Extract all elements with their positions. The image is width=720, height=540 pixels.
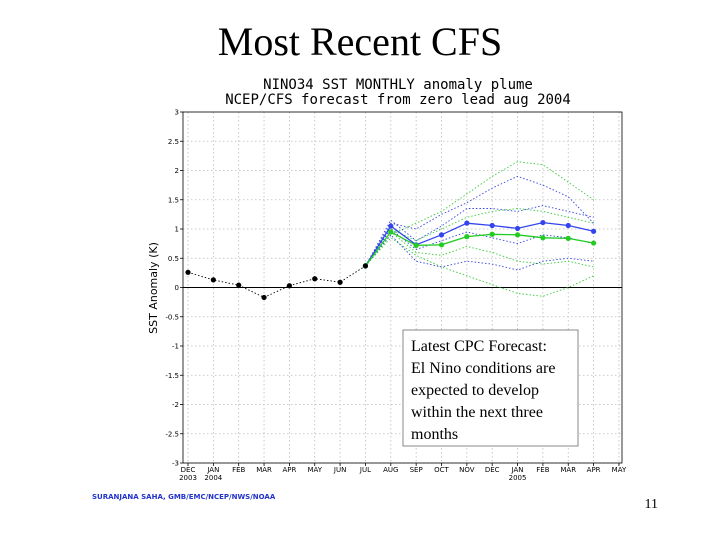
series-point <box>185 269 191 275</box>
series-point <box>565 222 571 229</box>
y-tick-label: 2.5 <box>168 138 179 146</box>
series-point <box>413 242 419 248</box>
series-point <box>210 277 216 283</box>
x-tick-year: 2004 <box>204 474 222 482</box>
series-point <box>489 222 495 229</box>
x-tick-label: OCT <box>434 466 449 474</box>
x-tick-label: APR <box>587 466 601 474</box>
annotation-line: Latest CPC Forecast: <box>411 338 547 355</box>
series-line <box>365 175 594 267</box>
series-line <box>365 205 594 267</box>
annotation-line: expected to develop <box>411 382 539 399</box>
x-tick-label: JAN <box>511 466 524 474</box>
series-point <box>489 231 495 237</box>
annotation-line: within the next three <box>411 404 543 421</box>
series-point <box>388 223 394 229</box>
y-tick-label: 1 <box>175 226 179 234</box>
series-point <box>312 276 318 282</box>
chart-title: NINO34 SST MONTHLY anomaly plume <box>263 77 533 93</box>
x-tick-label: JUL <box>359 466 371 474</box>
y-tick-label: -2.5 <box>165 430 179 438</box>
series-point <box>464 220 470 226</box>
series-point <box>565 235 571 241</box>
series-point <box>362 263 369 269</box>
y-axis-label: SST Anomaly (K) <box>147 242 160 334</box>
x-tick-label: DEC <box>485 466 500 474</box>
y-tick-label: 0 <box>175 284 179 292</box>
annotation: Latest CPC Forecast: El Nino conditions a… <box>411 338 555 443</box>
series-point <box>337 279 343 285</box>
x-tick-label: AUG <box>383 466 398 474</box>
annotation-line: months <box>411 426 458 443</box>
series-point <box>286 283 292 289</box>
y-tick-label: -2 <box>172 401 179 409</box>
series-point <box>514 225 521 232</box>
y-tick-label: 3 <box>175 109 179 117</box>
x-tick-label: MAY <box>307 466 322 474</box>
annotation-line: El Nino conditions are <box>411 360 555 377</box>
plot: -3-2.5-2-1.5-1-0.500.511.522.53DEC2003JA… <box>165 109 627 483</box>
series-point <box>438 232 445 238</box>
series-line <box>364 221 594 267</box>
x-tick-label: DEC <box>181 466 196 474</box>
x-tick-label: FEB <box>536 466 549 474</box>
series-line <box>365 231 594 268</box>
y-tick-label: -0.5 <box>165 313 179 321</box>
credit: SURANJANA SAHA, GMB/EMC/NCEP/NWS/NOAA <box>92 493 276 501</box>
annotation-box <box>402 329 579 447</box>
series-line <box>365 234 594 271</box>
y-tick-label: 0.5 <box>168 255 179 263</box>
series-line <box>364 231 594 267</box>
x-tick-year: 2005 <box>509 474 527 482</box>
x-tick-label: JUN <box>333 466 346 474</box>
series-line <box>365 161 594 267</box>
x-tick-label: MAY <box>612 466 627 474</box>
series-line <box>365 228 594 267</box>
series-point <box>514 232 521 238</box>
slide-title: Most Recent CFS <box>218 19 502 64</box>
y-tick-label: 1.5 <box>168 196 179 204</box>
x-tick-label: NOV <box>459 466 475 474</box>
y-tick-label: -1 <box>172 343 179 351</box>
x-tick-label: MAR <box>256 466 272 474</box>
x-tick-label: APR <box>282 466 296 474</box>
series-point <box>540 219 546 226</box>
x-tick-label: FEB <box>232 466 245 474</box>
x-tick-label: JAN <box>206 466 219 474</box>
series-point <box>464 234 470 240</box>
page-number: 11 <box>645 497 658 512</box>
y-tick-label: -1.5 <box>165 372 179 380</box>
series-line <box>365 237 594 297</box>
series-point <box>261 294 267 301</box>
y-tick-label: -3 <box>172 460 179 468</box>
series-point <box>236 282 242 288</box>
y-tick-label: 2 <box>175 167 179 175</box>
plot-frame <box>182 111 623 464</box>
x-tick-year: 2003 <box>179 474 197 482</box>
chart-subtitle: NCEP/CFS forecast from zero lead aug 200… <box>225 92 571 108</box>
x-tick-label: SEP <box>410 466 423 474</box>
series-point <box>438 242 445 248</box>
series-point <box>591 240 597 246</box>
x-tick-label: MAR <box>560 466 576 474</box>
series-point <box>591 228 597 234</box>
series-point <box>540 235 546 241</box>
series-point <box>388 229 394 235</box>
